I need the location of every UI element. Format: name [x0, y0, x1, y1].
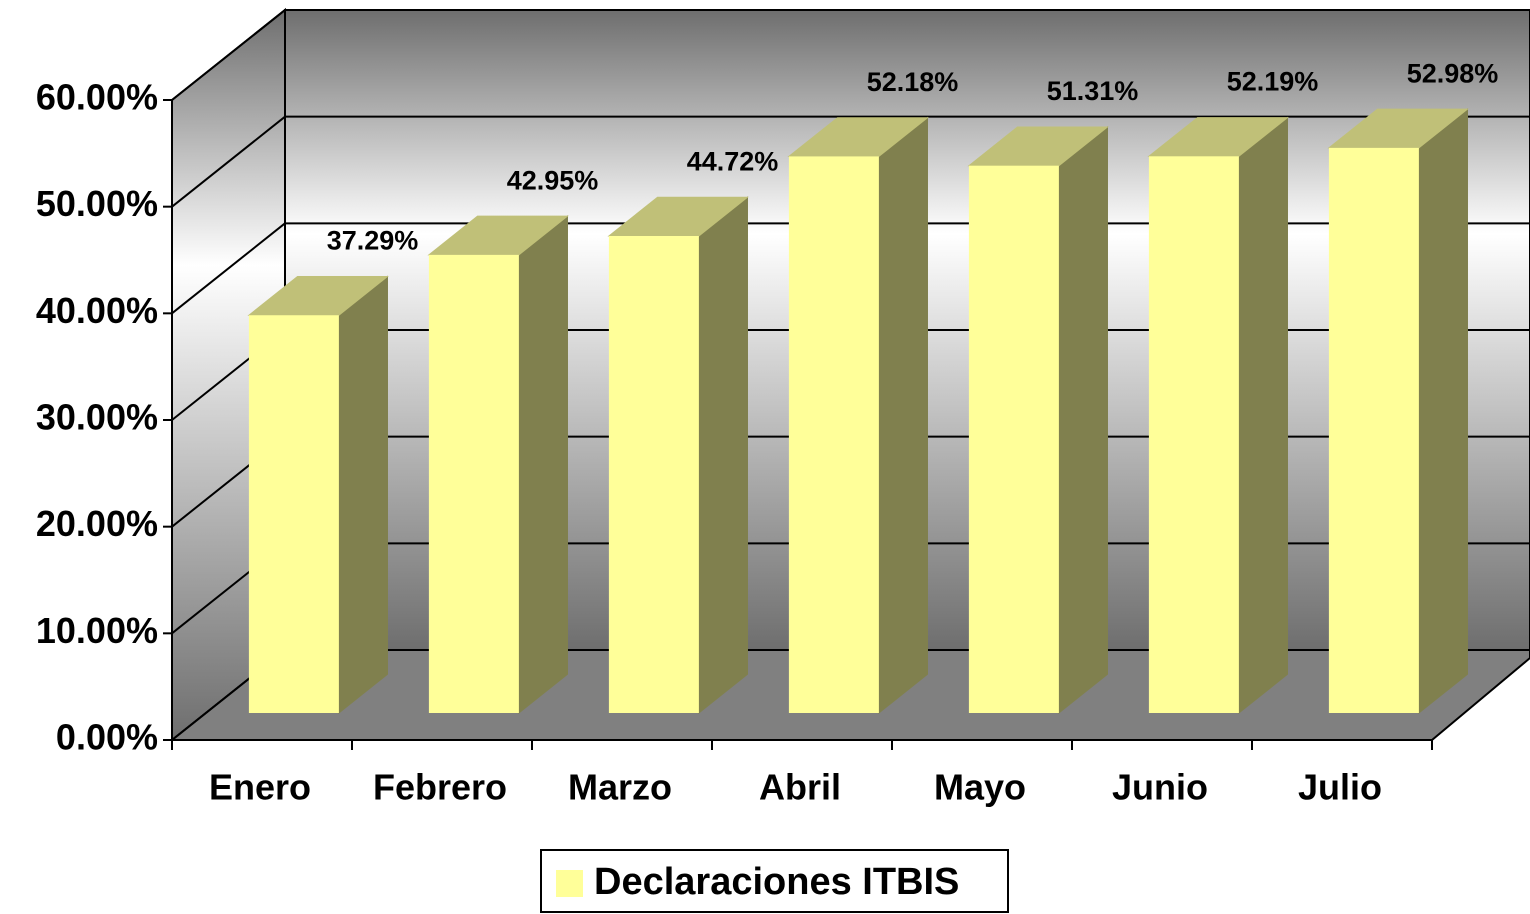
grid-line	[171, 9, 286, 101]
data-label: 44.72%	[687, 146, 779, 176]
y-tick-label: 60.00%	[36, 77, 158, 118]
data-label: 51.31%	[1047, 76, 1139, 106]
bar-side	[1058, 125, 1108, 715]
bar-front	[968, 165, 1059, 713]
bar-front	[788, 156, 879, 713]
bar	[607, 196, 749, 715]
y-tick-label: 40.00%	[36, 290, 158, 331]
data-label: 52.98%	[1407, 58, 1499, 88]
bar-side	[518, 215, 568, 715]
bar	[1147, 116, 1289, 715]
x-tick-label: Enero	[209, 767, 311, 808]
bar-front	[608, 235, 699, 713]
bar	[967, 125, 1109, 715]
bar-side	[1418, 108, 1468, 715]
x-tick-label: Marzo	[568, 767, 672, 808]
x-tick-label: Febrero	[373, 767, 507, 808]
legend-label: Declaraciones ITBIS	[594, 861, 959, 903]
bar-side	[698, 196, 748, 715]
legend-swatch	[556, 870, 583, 897]
data-label: 42.95%	[507, 165, 599, 195]
x-tick-label: Junio	[1112, 767, 1208, 808]
data-label: 52.19%	[1227, 67, 1319, 97]
grid-line	[171, 222, 286, 315]
bar	[427, 215, 569, 715]
bar-front	[1328, 147, 1419, 713]
y-tick-label: 0.00%	[56, 717, 158, 758]
legend-box	[540, 849, 1009, 913]
x-tick-label: Julio	[1298, 767, 1382, 808]
y-tick-label: 20.00%	[36, 503, 158, 544]
data-label: 52.18%	[867, 67, 959, 97]
x-tick-label: Mayo	[934, 767, 1026, 808]
bar-side	[338, 275, 388, 715]
x-tick-label: Abril	[759, 767, 841, 808]
y-tick-label: 30.00%	[36, 397, 158, 438]
bar	[247, 275, 389, 715]
grid-line	[171, 115, 286, 208]
y-tick-label: 10.00%	[36, 610, 158, 651]
bar	[1327, 108, 1469, 715]
bar-front	[1148, 156, 1239, 714]
bar	[787, 116, 929, 715]
data-label: 37.29%	[327, 226, 419, 256]
bar-side	[878, 116, 928, 715]
bar-front	[248, 315, 339, 713]
bar-side	[1238, 116, 1288, 715]
y-tick-label: 50.00%	[36, 183, 158, 224]
bar-front	[428, 254, 519, 713]
